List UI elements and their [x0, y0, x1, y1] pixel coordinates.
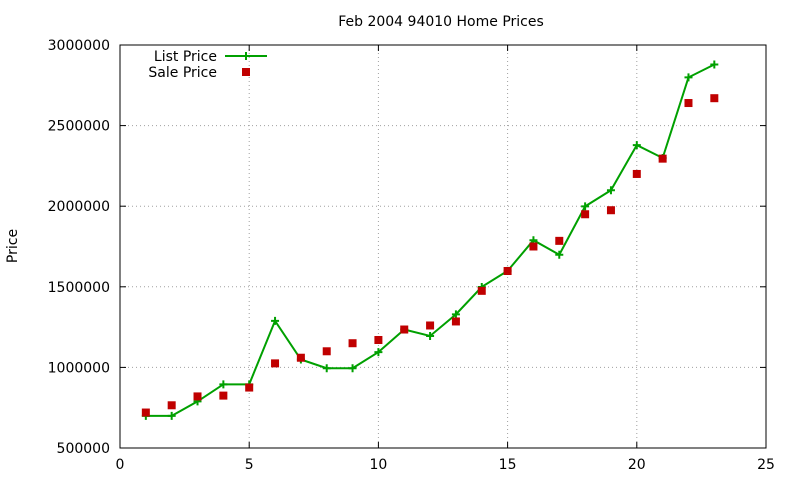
list-price-point	[555, 250, 564, 259]
series-layer	[141, 60, 719, 420]
list-price-point	[219, 380, 228, 389]
sale-price-point	[658, 154, 667, 163]
sale-price-point	[529, 242, 538, 251]
sale-price-point	[141, 408, 150, 417]
y-tick-label: 1500000	[48, 280, 110, 296]
list-price-point	[426, 331, 435, 340]
sale-price-point	[348, 339, 357, 348]
x-tick-label: 20	[628, 457, 646, 473]
x-tick-label: 5	[245, 457, 254, 473]
y-axis-label: Price	[5, 229, 21, 263]
list-price-point	[606, 186, 615, 195]
sale-price-point	[296, 353, 305, 362]
y-tick-label: 1000000	[48, 360, 110, 376]
sale-price-point	[503, 267, 512, 276]
legend-swatch-sale-price	[242, 68, 250, 76]
sale-price-point	[477, 286, 486, 295]
plot-frame	[119, 44, 767, 449]
y-tick-label: 500000	[57, 441, 110, 457]
x-tick-label: 10	[369, 457, 387, 473]
legend-swatch-list-price-marker	[242, 52, 250, 60]
chart-title: Feb 2004 94010 Home Prices	[338, 14, 544, 30]
legend-label-sale-price: Sale Price	[148, 65, 217, 81]
sale-price-point	[245, 383, 254, 392]
sale-price-point	[322, 347, 331, 356]
sale-price-point	[426, 321, 435, 330]
x-tick-label: 0	[116, 457, 125, 473]
tick-layer: 0 5 10 15 20 25 500000 1000000 1500000 2000000 250…	[48, 38, 775, 473]
sale-price-point	[632, 169, 641, 178]
list-price-point	[374, 348, 383, 357]
list-price-point	[322, 364, 331, 373]
list-price-point	[167, 411, 176, 420]
y-tick-label: 2500000	[48, 119, 110, 135]
list-price-point	[451, 310, 460, 319]
list-price-line	[145, 63, 715, 417]
list-price-point	[632, 141, 641, 150]
sale-price-point	[167, 401, 176, 410]
list-price-point	[710, 60, 719, 69]
legend-label-list-price: List Price	[154, 49, 217, 65]
list-price-point	[581, 202, 590, 211]
y-tick-label: 3000000	[48, 38, 110, 54]
list-price-point	[348, 364, 357, 373]
sale-price-point	[193, 392, 202, 401]
sale-price-point	[400, 325, 409, 334]
list-price-point	[684, 73, 693, 82]
sale-price-point	[710, 94, 719, 103]
x-tick-label: 15	[499, 457, 517, 473]
sale-price-point	[581, 210, 590, 219]
sale-price-point	[555, 236, 564, 245]
list-price-point	[271, 316, 280, 325]
sale-price-point	[374, 335, 383, 344]
x-tick-label: 25	[757, 457, 775, 473]
sale-price-point	[684, 99, 693, 108]
sale-price-point	[606, 206, 615, 215]
sale-price-point	[271, 359, 280, 368]
sale-price-point	[219, 391, 228, 400]
sale-price-point	[451, 317, 460, 326]
y-tick-label: 2000000	[48, 199, 110, 215]
